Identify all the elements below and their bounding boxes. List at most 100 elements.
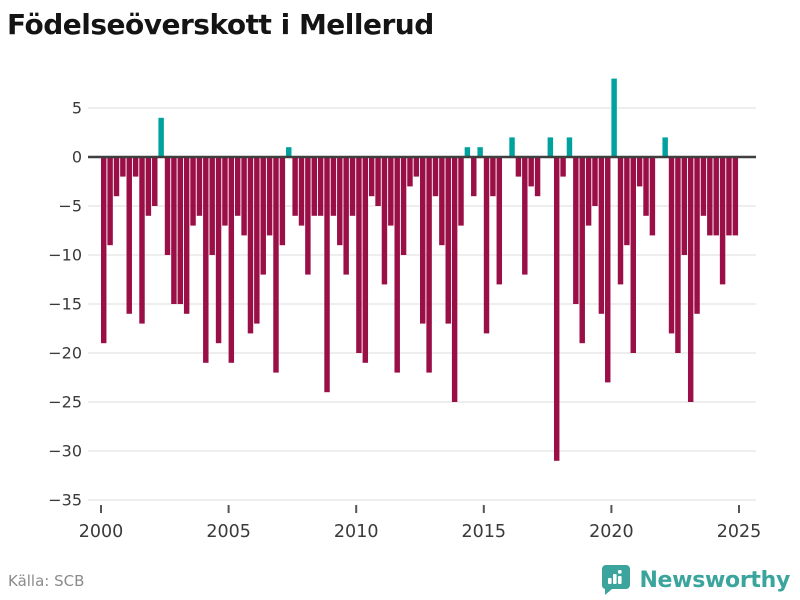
quarter-bar <box>592 157 598 206</box>
quarter-bar <box>617 157 624 285</box>
y-axis-label: −25 <box>48 393 82 412</box>
quarter-bar <box>311 157 317 216</box>
quarter-bar <box>636 157 643 187</box>
quarter-bar <box>553 157 560 461</box>
quarter-bar <box>343 157 349 275</box>
quarter-bar <box>471 157 477 197</box>
quarter-bar <box>598 157 605 314</box>
quarter-bar <box>719 157 726 285</box>
quarter-bar <box>464 147 471 157</box>
chart-title: Födelseöverskott i Mellerud <box>7 8 434 41</box>
quarter-bar <box>126 157 132 314</box>
quarter-bar <box>451 157 458 402</box>
quarter-bar <box>368 157 375 197</box>
quarter-bar <box>292 157 298 216</box>
quarter-bar <box>145 157 152 216</box>
y-axis-label: −30 <box>48 442 82 461</box>
quarter-bar <box>687 157 694 402</box>
quarter-bar <box>203 157 209 363</box>
y-axis-label: −15 <box>48 295 82 314</box>
quarter-bar <box>483 157 490 334</box>
quarter-bar <box>349 157 356 216</box>
quarter-bar <box>183 157 190 314</box>
quarter-bar <box>177 157 184 304</box>
x-axis-label: 2005 <box>206 522 251 542</box>
quarter-bar <box>260 157 266 275</box>
quarter-bar <box>630 157 636 353</box>
quarter-bar <box>356 157 362 353</box>
quarter-bar <box>132 157 139 177</box>
quarter-bar <box>234 157 241 216</box>
x-axis-label: 2025 <box>717 522 762 542</box>
y-axis-label: −5 <box>58 197 82 216</box>
quarter-bar <box>254 157 260 324</box>
y-axis-label: 0 <box>72 148 82 167</box>
x-axis-label: 2010 <box>334 522 379 542</box>
quarter-bar <box>534 157 541 197</box>
quarter-bar <box>228 157 235 363</box>
quarter-bar <box>522 157 528 275</box>
quarter-bar <box>547 137 554 157</box>
quarter-bar <box>432 157 439 197</box>
y-axis-label: −10 <box>48 246 82 265</box>
quarter-bar <box>675 157 681 353</box>
quarter-bar <box>490 157 496 197</box>
x-axis-label: 2015 <box>462 522 507 542</box>
quarter-bar <box>190 157 196 226</box>
bar-chart-speech-bubble-icon <box>602 565 631 595</box>
quarter-bar <box>694 157 700 314</box>
quarter-bar <box>266 157 273 236</box>
quarter-bar <box>662 137 668 157</box>
quarter-bar <box>107 157 113 246</box>
quarter-bar <box>477 147 483 157</box>
quarter-bar <box>700 157 707 216</box>
quarter-bar <box>579 157 585 344</box>
quarter-bar <box>101 157 107 344</box>
quarter-bar <box>317 157 324 216</box>
quarter-bar <box>222 157 228 226</box>
quarter-bar <box>375 157 381 206</box>
quarter-bar <box>388 157 394 226</box>
quarter-bar <box>509 137 515 157</box>
quarter-bar <box>496 157 503 285</box>
quarter-bar <box>624 157 630 246</box>
quarter-bar <box>585 157 592 226</box>
source-note: Källa: SCB <box>8 572 85 590</box>
quarter-bar <box>286 147 292 157</box>
quarter-bar <box>164 157 171 255</box>
quarter-bar <box>573 157 579 304</box>
quarter-bar <box>158 117 164 157</box>
quarter-bar <box>605 157 611 383</box>
quarter-bar <box>649 157 656 236</box>
quarter-bar <box>273 157 279 373</box>
quarter-bar <box>400 157 407 255</box>
quarter-bar <box>298 157 305 226</box>
quarter-bar <box>707 157 713 236</box>
quarter-bar <box>566 137 573 157</box>
quarter-bar <box>681 157 688 255</box>
quarter-bar <box>668 157 675 334</box>
quarter-bar <box>279 157 286 246</box>
quarter-bar <box>381 157 388 285</box>
quarter-bar <box>713 157 719 236</box>
quarter-bar <box>241 157 247 236</box>
y-axis-label: 5 <box>72 99 82 118</box>
newsworthy-logo: Newsworthy <box>601 564 790 596</box>
quarter-bar <box>611 78 617 157</box>
quarter-bar <box>120 157 126 177</box>
quarter-bar <box>196 157 203 216</box>
quarter-bar <box>413 157 420 177</box>
quarter-bar <box>560 157 566 177</box>
quarter-bar <box>171 157 177 304</box>
quarter-bar <box>426 157 432 373</box>
quarter-bar <box>732 157 739 236</box>
x-axis-label: 2020 <box>589 522 634 542</box>
quarter-bar <box>407 157 413 187</box>
quarter-bar <box>528 157 534 187</box>
quarter-bar <box>362 157 369 363</box>
newsworthy-wordmark: Newsworthy <box>639 567 790 593</box>
quarter-bar <box>515 157 522 177</box>
quarter-bar <box>152 157 158 206</box>
